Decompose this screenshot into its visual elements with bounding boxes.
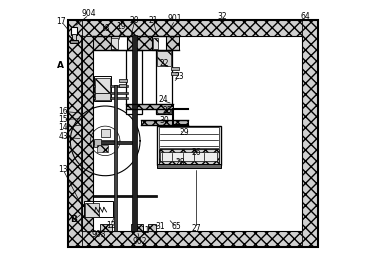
Bar <box>95 139 101 147</box>
Text: 21: 21 <box>149 16 158 25</box>
Bar <box>68 20 318 247</box>
Text: 14: 14 <box>58 123 68 132</box>
Text: 20: 20 <box>130 16 140 25</box>
Bar <box>84 201 113 217</box>
Bar <box>95 78 110 93</box>
Bar <box>111 38 118 49</box>
Bar <box>171 72 178 75</box>
Bar <box>82 36 302 231</box>
Text: 43: 43 <box>58 132 68 141</box>
Bar <box>85 203 99 217</box>
Text: 15: 15 <box>58 115 68 124</box>
Bar <box>152 36 166 50</box>
Bar <box>160 151 217 161</box>
Text: 31: 31 <box>155 222 165 231</box>
Text: A: A <box>57 61 64 70</box>
Text: 23: 23 <box>174 72 184 81</box>
Bar <box>68 20 318 36</box>
Bar <box>132 35 137 231</box>
Bar <box>68 231 318 247</box>
Bar <box>159 149 219 164</box>
Bar <box>101 129 110 137</box>
Text: 902: 902 <box>133 237 147 246</box>
Bar <box>153 38 158 49</box>
Text: 27: 27 <box>191 224 201 233</box>
Bar <box>131 224 143 231</box>
Bar <box>148 224 156 231</box>
Text: 25: 25 <box>162 105 172 115</box>
Text: 17: 17 <box>56 17 66 26</box>
Bar <box>100 224 112 231</box>
Bar <box>95 93 110 100</box>
Text: 65: 65 <box>171 222 181 231</box>
Bar <box>82 36 93 231</box>
Bar <box>97 145 108 151</box>
Bar <box>93 97 128 99</box>
Text: 22: 22 <box>159 59 169 67</box>
Text: 64: 64 <box>300 12 310 21</box>
Text: 28: 28 <box>175 158 185 167</box>
Text: 18: 18 <box>101 24 110 33</box>
Text: 24: 24 <box>158 95 168 104</box>
Bar <box>126 50 142 114</box>
Text: 30: 30 <box>159 116 169 125</box>
Text: 19: 19 <box>116 22 126 31</box>
Bar <box>96 140 114 144</box>
Text: B: B <box>70 215 77 224</box>
Bar <box>93 36 179 50</box>
Bar <box>157 126 221 165</box>
Text: 11: 11 <box>141 226 150 235</box>
Text: 26: 26 <box>191 149 201 157</box>
Text: 13: 13 <box>58 164 68 173</box>
Bar <box>119 79 127 82</box>
Bar <box>114 85 117 231</box>
Bar <box>157 51 171 66</box>
Bar <box>93 195 157 197</box>
Bar <box>95 76 111 101</box>
Bar <box>302 20 318 247</box>
Text: 29: 29 <box>180 128 189 137</box>
Bar <box>72 34 77 40</box>
Bar <box>157 105 171 113</box>
Text: 901: 901 <box>168 14 182 23</box>
Bar <box>171 67 179 70</box>
Bar <box>93 92 128 94</box>
Text: 12: 12 <box>106 221 115 230</box>
Bar <box>68 20 82 247</box>
Bar <box>111 36 127 50</box>
Bar <box>141 120 188 125</box>
Bar <box>119 84 126 87</box>
Text: 903: 903 <box>91 230 106 239</box>
Bar <box>159 127 219 148</box>
Text: 16: 16 <box>58 107 68 116</box>
Bar <box>71 27 77 35</box>
Bar <box>93 85 128 87</box>
Bar <box>70 40 79 43</box>
Text: 32: 32 <box>217 12 227 21</box>
Bar <box>126 104 173 109</box>
Text: 904: 904 <box>82 9 96 18</box>
Bar <box>156 50 172 114</box>
Bar <box>93 141 132 144</box>
Bar <box>157 164 221 168</box>
